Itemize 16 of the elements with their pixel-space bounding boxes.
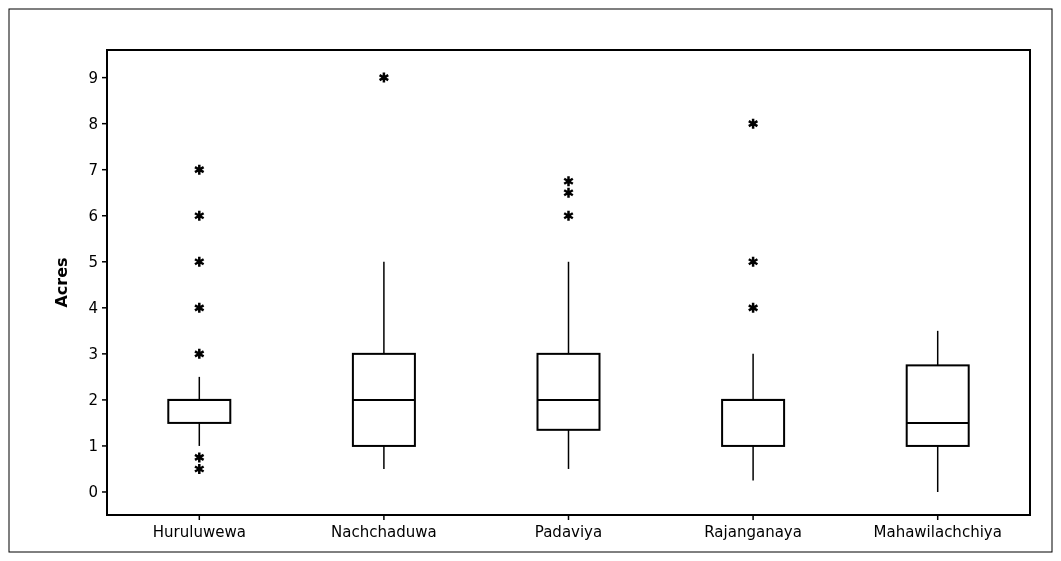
y-tick-label: 9	[88, 68, 98, 87]
y-tick-label: 3	[88, 345, 98, 364]
y-tick-label: 7	[88, 160, 98, 179]
x-tick-label: Rajanganaya	[704, 523, 802, 541]
y-tick-label: 0	[88, 483, 98, 502]
y-tick-label: 2	[88, 391, 98, 410]
y-tick-label: 4	[88, 299, 98, 318]
x-tick-label: Huruluwewa	[152, 523, 246, 541]
x-tick-label: Mahawilachchiya	[873, 523, 1002, 541]
x-tick-label: Nachchaduwa	[331, 523, 437, 541]
x-tick-label: Padaviya	[534, 523, 603, 541]
y-axis-title: Acres	[52, 257, 71, 308]
y-tick-label: 5	[88, 253, 98, 272]
y-tick-label: 6	[88, 206, 98, 225]
y-tick-label: 8	[88, 114, 98, 133]
y-tick-label: 1	[88, 437, 98, 456]
